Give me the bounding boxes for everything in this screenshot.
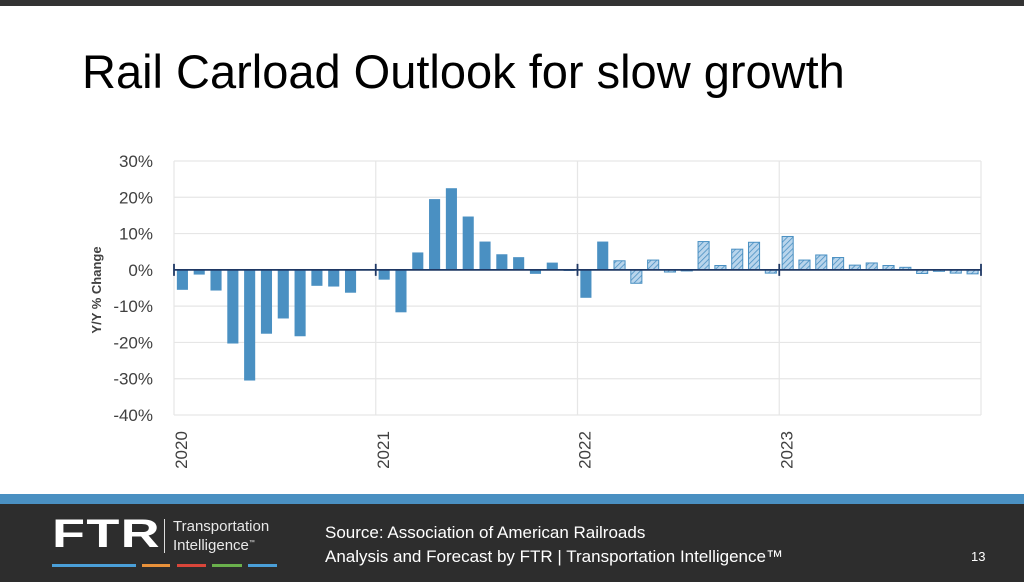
y-tick-label: -10% <box>113 297 153 316</box>
y-tick-label: -40% <box>113 406 153 425</box>
bar-actual <box>429 199 441 270</box>
bar-actual <box>311 269 323 286</box>
footer-accent-stripe <box>0 494 1024 504</box>
logo-tm: ™ <box>248 540 255 546</box>
source-line: Source: Association of American Railroad… <box>325 523 646 542</box>
logo-accent-line-4 <box>212 564 242 567</box>
y-tick-label: -20% <box>113 333 153 352</box>
bar-actual <box>210 269 222 291</box>
bar-actual <box>513 257 525 270</box>
bar-forecast <box>781 235 794 271</box>
bar-forecast <box>613 260 626 271</box>
bar-forecast <box>697 241 710 271</box>
y-tick-label: 20% <box>119 188 153 207</box>
y-tick-labels: 30% 20% 10% 0% -10% -20% -30% -40% <box>113 152 153 425</box>
slide-title: Rail Carload Outlook for slow growth <box>82 45 845 98</box>
bar-actual <box>395 269 407 313</box>
x-year-label: 2022 <box>576 431 595 469</box>
bar-actual <box>479 241 491 270</box>
bar-forecast <box>798 259 811 271</box>
bar-actual <box>529 269 542 274</box>
x-year-label: 2023 <box>777 431 796 469</box>
bar-actual <box>244 269 256 381</box>
logo-accent-line-3 <box>177 564 206 567</box>
page-number: 13 <box>971 549 986 564</box>
bars <box>176 188 979 381</box>
ftr-logo: FTR <box>52 512 162 556</box>
bar-actual <box>294 269 306 337</box>
bar-actual <box>260 269 273 334</box>
bar-actual <box>445 188 457 270</box>
gridlines <box>173 160 982 416</box>
bar-actual <box>344 269 357 293</box>
bar-actual <box>580 269 592 298</box>
y-tick-label: 30% <box>119 152 153 171</box>
bar-actual <box>378 269 390 280</box>
logo-accent-line-2 <box>142 564 170 567</box>
yoy-bar-chart: 30% 20% 10% 0% -10% -20% -30% -40% 2020 2021 2022… <box>89 152 982 469</box>
bar-forecast <box>832 257 845 271</box>
bar-actual <box>277 269 289 319</box>
logo-text-line2: Intelligence™ <box>173 537 255 554</box>
logo-accent-line-1 <box>52 564 136 567</box>
footer <box>0 504 1024 582</box>
y-tick-label: -30% <box>113 370 153 389</box>
top-bar <box>0 0 1024 6</box>
bar-actual <box>227 269 239 344</box>
bar-forecast <box>630 269 643 284</box>
logo-text-intelligence: Intelligence <box>173 537 249 554</box>
logo-text-line1: Transportation <box>173 518 270 535</box>
logo-accent-line-5 <box>248 564 277 567</box>
bar-actual <box>462 216 474 270</box>
bar-actual <box>328 269 340 287</box>
x-tick-labels: 2020 2021 2022 2023 <box>172 431 796 469</box>
bar-forecast <box>731 248 744 271</box>
y-axis-label: Y/Y % Change <box>89 246 104 333</box>
x-axis <box>173 263 982 276</box>
bar-forecast <box>865 262 878 271</box>
bar-actual <box>597 241 609 270</box>
x-year-label: 2020 <box>172 431 191 469</box>
analysis-credit-line: Analysis and Forecast by FTR | Transport… <box>325 547 783 566</box>
bar-actual <box>496 254 508 270</box>
y-tick-label: 0% <box>128 261 153 280</box>
bar-forecast <box>747 241 761 271</box>
bar-actual <box>176 269 188 290</box>
bar-forecast <box>815 254 828 271</box>
bar-actual <box>546 262 558 270</box>
bar-actual <box>412 252 424 270</box>
logo-separator <box>164 519 165 553</box>
bar-actual <box>193 269 205 275</box>
bar-forecast <box>647 259 660 271</box>
y-tick-label: 10% <box>119 225 153 244</box>
x-year-label: 2021 <box>374 431 393 469</box>
